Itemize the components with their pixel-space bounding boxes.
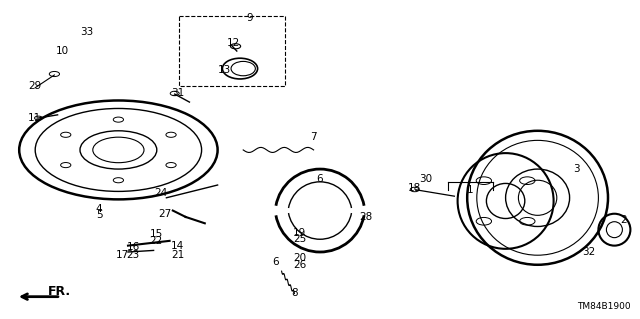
Text: 12: 12 bbox=[227, 38, 240, 48]
Text: FR.: FR. bbox=[48, 286, 71, 298]
Text: 32: 32 bbox=[582, 247, 595, 257]
Text: 13: 13 bbox=[218, 65, 230, 75]
Text: 4: 4 bbox=[96, 204, 102, 214]
Text: 21: 21 bbox=[172, 250, 184, 260]
Text: 28: 28 bbox=[360, 212, 372, 222]
Bar bbox=[179, 16, 285, 86]
Text: 10: 10 bbox=[56, 46, 69, 56]
Text: 9: 9 bbox=[246, 12, 253, 23]
Text: 19: 19 bbox=[293, 228, 306, 238]
Text: TM84B1900: TM84B1900 bbox=[577, 302, 630, 311]
Text: 5: 5 bbox=[96, 210, 102, 220]
Text: 22: 22 bbox=[150, 236, 163, 246]
Text: 6: 6 bbox=[272, 256, 278, 267]
Text: 3: 3 bbox=[573, 164, 579, 174]
Text: 26: 26 bbox=[293, 260, 306, 270]
Text: 15: 15 bbox=[150, 229, 163, 240]
Text: 16: 16 bbox=[127, 242, 140, 252]
Text: 11: 11 bbox=[28, 113, 41, 123]
Text: 33: 33 bbox=[80, 27, 93, 37]
Text: 1: 1 bbox=[467, 185, 474, 195]
Text: 20: 20 bbox=[293, 253, 306, 263]
Text: 31: 31 bbox=[172, 87, 184, 98]
Text: 24: 24 bbox=[155, 188, 168, 198]
Text: 27: 27 bbox=[159, 209, 172, 219]
Text: 7: 7 bbox=[310, 132, 317, 142]
Text: 2: 2 bbox=[621, 215, 627, 225]
Text: 8: 8 bbox=[291, 288, 298, 299]
Text: 29: 29 bbox=[28, 81, 41, 91]
Text: 17: 17 bbox=[116, 250, 129, 260]
Text: 23: 23 bbox=[127, 250, 140, 260]
Text: 25: 25 bbox=[293, 234, 306, 244]
Text: 6: 6 bbox=[317, 174, 323, 184]
Text: 18: 18 bbox=[408, 183, 421, 193]
Text: 14: 14 bbox=[172, 241, 184, 251]
Text: 30: 30 bbox=[419, 174, 432, 184]
